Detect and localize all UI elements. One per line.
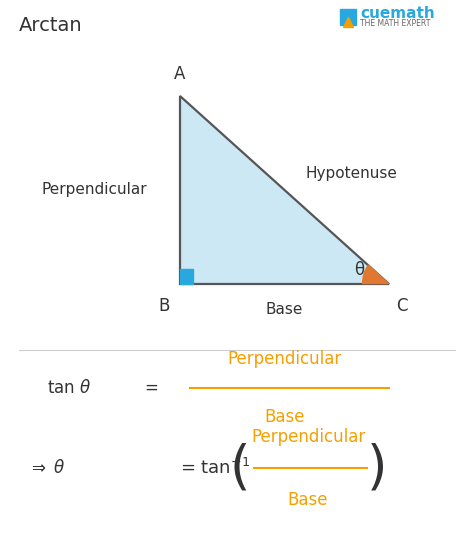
Text: Base: Base (264, 408, 305, 426)
Text: B: B (158, 297, 170, 315)
Polygon shape (180, 96, 389, 284)
Text: A: A (173, 65, 185, 83)
Text: THE MATH EXPERT: THE MATH EXPERT (360, 19, 430, 28)
Text: =: = (145, 379, 159, 397)
Text: C: C (396, 297, 407, 315)
Text: (: ( (229, 442, 250, 494)
Text: θ: θ (354, 261, 365, 279)
Text: Perpendicular: Perpendicular (251, 427, 365, 446)
Text: Hypotenuse: Hypotenuse (306, 166, 398, 181)
Wedge shape (363, 265, 389, 284)
Text: Arctan: Arctan (19, 16, 82, 35)
Text: tan $\theta$: tan $\theta$ (47, 379, 92, 397)
Text: = tan$^{-1}$: = tan$^{-1}$ (180, 458, 250, 478)
Text: Base: Base (266, 302, 303, 317)
Text: ): ) (366, 442, 387, 494)
Text: Base: Base (288, 491, 328, 509)
Text: cuemath: cuemath (360, 6, 435, 21)
Text: Perpendicular: Perpendicular (42, 182, 147, 197)
Text: Perpendicular: Perpendicular (227, 349, 342, 368)
Text: $\Rightarrow$ $\theta$: $\Rightarrow$ $\theta$ (28, 459, 66, 477)
Bar (180, 269, 193, 284)
